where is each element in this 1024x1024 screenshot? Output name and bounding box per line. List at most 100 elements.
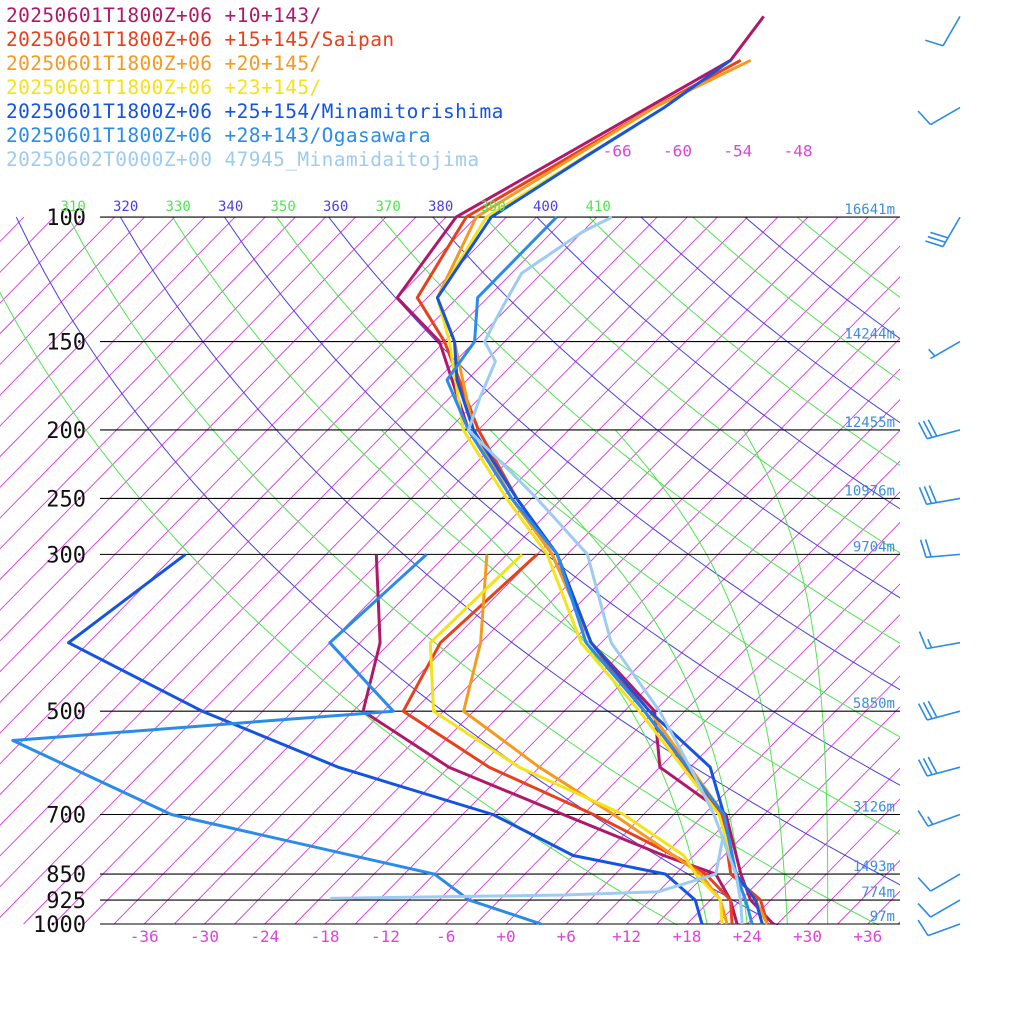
isotherm-line xyxy=(0,216,296,519)
wind-barb xyxy=(917,106,961,126)
isotherm-line xyxy=(143,216,839,925)
temperature-line xyxy=(466,215,744,925)
temp-tick-label: +18 xyxy=(672,927,701,946)
wind-barb-shaft xyxy=(926,497,961,506)
wind-barb-feather xyxy=(925,39,944,47)
isotherm-line xyxy=(0,216,176,396)
isotherm-line xyxy=(0,216,236,458)
wind-barb-shaft xyxy=(926,641,961,650)
theta-label: 360 xyxy=(323,199,348,215)
wind-barb-feather xyxy=(927,756,938,774)
dewpoint-line xyxy=(11,553,542,925)
wind-barb xyxy=(917,419,961,440)
moist-adiabat-line xyxy=(743,429,829,924)
isotherm-line xyxy=(777,798,900,925)
height-label: 14244m xyxy=(844,327,895,343)
temp-tick-label: -24 xyxy=(250,927,279,946)
dewpoint-line xyxy=(361,554,739,925)
wind-barb-shaft xyxy=(926,766,961,777)
wind-barb-feather xyxy=(928,485,938,503)
temperature-line xyxy=(435,59,764,925)
wind-barb-feather xyxy=(925,240,944,248)
theta-label: 340 xyxy=(218,199,243,215)
legend-item: 20250601T1800Z+06 +23+145/ xyxy=(6,76,322,99)
wind-barb xyxy=(917,700,961,721)
pressure-label: 150 xyxy=(46,331,86,356)
wind-barb xyxy=(917,810,961,827)
isotherm-line xyxy=(294,306,900,925)
isotherm-line xyxy=(0,216,658,888)
isotherm-line xyxy=(0,216,25,243)
wind-barb-shaft xyxy=(926,553,961,559)
wind-barb-shaft xyxy=(927,923,961,937)
isotherm-line xyxy=(837,859,900,925)
pressure-label: 300 xyxy=(46,543,86,568)
isotherm-line xyxy=(958,217,1024,924)
isotherm-line xyxy=(626,644,900,925)
isotherm-line xyxy=(264,276,900,925)
height-label: 16641m xyxy=(844,202,895,218)
isotherm-line xyxy=(505,521,900,925)
temp-tick-label: +24 xyxy=(733,927,762,946)
legend-item: 20250601T1800Z+06 +15+145/Saipan xyxy=(6,28,395,51)
wind-barb-feather xyxy=(918,631,928,649)
temp-tick-label: +12 xyxy=(612,927,641,946)
wind-barb-shaft xyxy=(927,813,961,827)
dry-adiabat-line xyxy=(0,291,679,925)
isotherm-line xyxy=(0,216,145,366)
temp-tick-label: -18 xyxy=(311,927,340,946)
dry-adiabat-line xyxy=(380,216,900,644)
temp-tick-label: -36 xyxy=(130,927,159,946)
height-label: 3126m xyxy=(853,800,895,816)
legend-item: 20250601T1800Z+06 +10+143/ xyxy=(6,4,322,27)
wind-barb-shaft xyxy=(930,899,961,918)
wind-barb-shaft xyxy=(942,216,961,247)
sounding-series xyxy=(11,15,775,925)
isotherm-top-label: -48 xyxy=(784,142,813,161)
theta-label: 330 xyxy=(166,199,191,215)
isotherm-top-label: -54 xyxy=(723,142,752,161)
wind-barb xyxy=(917,899,961,918)
wind-barb-shaft xyxy=(926,710,961,721)
dry-adiabat-line xyxy=(224,216,900,786)
isotherm-line xyxy=(988,217,1024,924)
isotherm-line xyxy=(0,216,266,488)
wind-barb-feather xyxy=(917,703,928,721)
dry-adiabat-line xyxy=(796,216,900,299)
isotherm-line xyxy=(415,429,900,925)
wind-barb-feather xyxy=(922,701,933,720)
isotherm-line xyxy=(596,614,900,925)
isotherm-line xyxy=(324,337,900,925)
theta-label: 310 xyxy=(61,199,86,215)
isotherm-line xyxy=(867,890,900,925)
pressure-label: 700 xyxy=(46,804,86,829)
wind-barb-shaft xyxy=(930,106,961,126)
isotherm-line xyxy=(0,216,326,550)
isotherm-line xyxy=(897,921,900,925)
wind-barb-feather xyxy=(917,919,929,937)
height-label: 9704m xyxy=(853,539,895,555)
dry-adiabat-line xyxy=(588,216,900,466)
wind-barb xyxy=(918,631,961,650)
isotherm-line xyxy=(0,216,477,703)
pressure-label: 925 xyxy=(46,889,86,914)
isotherm-line xyxy=(0,216,417,642)
wind-barb-feather xyxy=(927,816,934,825)
isotherm-line xyxy=(0,216,598,826)
dry-adiabat-line xyxy=(640,216,900,424)
isotherm-line xyxy=(0,216,688,918)
wind-barb-feather xyxy=(917,110,932,126)
isotherm-line xyxy=(113,216,809,925)
theta-label: 370 xyxy=(375,199,400,215)
dry-adiabat-line xyxy=(536,216,900,510)
isotherm-line xyxy=(807,829,900,925)
wind-barbs xyxy=(917,15,961,937)
wind-barb-feather xyxy=(927,419,938,437)
wind-barb-feather xyxy=(917,876,932,892)
height-label: 12455m xyxy=(844,415,895,431)
isotherm-line xyxy=(0,216,628,857)
isotherm-top-label: -60 xyxy=(663,142,692,161)
theta-label: 400 xyxy=(533,199,558,215)
wind-barb-feather xyxy=(917,810,929,827)
